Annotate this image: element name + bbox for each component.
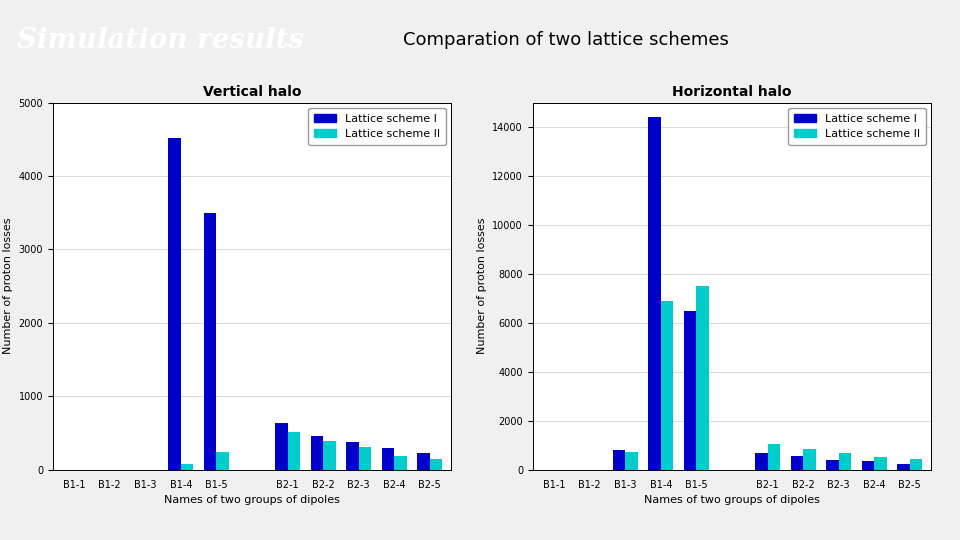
- Title: Horizontal halo: Horizontal halo: [672, 85, 792, 99]
- Bar: [311, 436, 324, 470]
- X-axis label: Names of two groups of dipoles: Names of two groups of dipoles: [164, 495, 340, 505]
- Text: Simulation results: Simulation results: [17, 26, 304, 53]
- Bar: [216, 452, 228, 470]
- Bar: [625, 452, 637, 470]
- Legend: Lattice scheme I, Lattice scheme II: Lattice scheme I, Lattice scheme II: [788, 108, 925, 145]
- X-axis label: Names of two groups of dipoles: Names of two groups of dipoles: [644, 495, 820, 505]
- Bar: [862, 462, 875, 470]
- Legend: Lattice scheme I, Lattice scheme II: Lattice scheme I, Lattice scheme II: [308, 108, 445, 145]
- Bar: [288, 433, 300, 470]
- Bar: [324, 441, 336, 470]
- Bar: [910, 460, 923, 470]
- Bar: [898, 464, 910, 470]
- Bar: [684, 310, 696, 470]
- Bar: [768, 444, 780, 470]
- Bar: [696, 286, 708, 470]
- Bar: [395, 456, 407, 470]
- Bar: [756, 453, 768, 470]
- Y-axis label: Number of proton losses: Number of proton losses: [3, 218, 12, 354]
- Y-axis label: Number of proton losses: Number of proton losses: [477, 218, 487, 354]
- Bar: [660, 301, 673, 470]
- Title: Vertical halo: Vertical halo: [203, 85, 301, 99]
- Bar: [839, 453, 852, 470]
- Text: Comparation of two lattice schemes: Comparation of two lattice schemes: [403, 31, 729, 49]
- Bar: [276, 423, 288, 470]
- Bar: [204, 213, 216, 470]
- Bar: [612, 450, 625, 470]
- Bar: [804, 449, 816, 470]
- Bar: [168, 138, 180, 470]
- Bar: [418, 453, 430, 470]
- Bar: [430, 459, 443, 470]
- Bar: [875, 457, 887, 470]
- Bar: [359, 447, 372, 470]
- Bar: [382, 448, 395, 470]
- Bar: [648, 117, 660, 470]
- Bar: [827, 461, 839, 470]
- Bar: [791, 456, 804, 470]
- Bar: [180, 464, 193, 470]
- Bar: [347, 442, 359, 470]
